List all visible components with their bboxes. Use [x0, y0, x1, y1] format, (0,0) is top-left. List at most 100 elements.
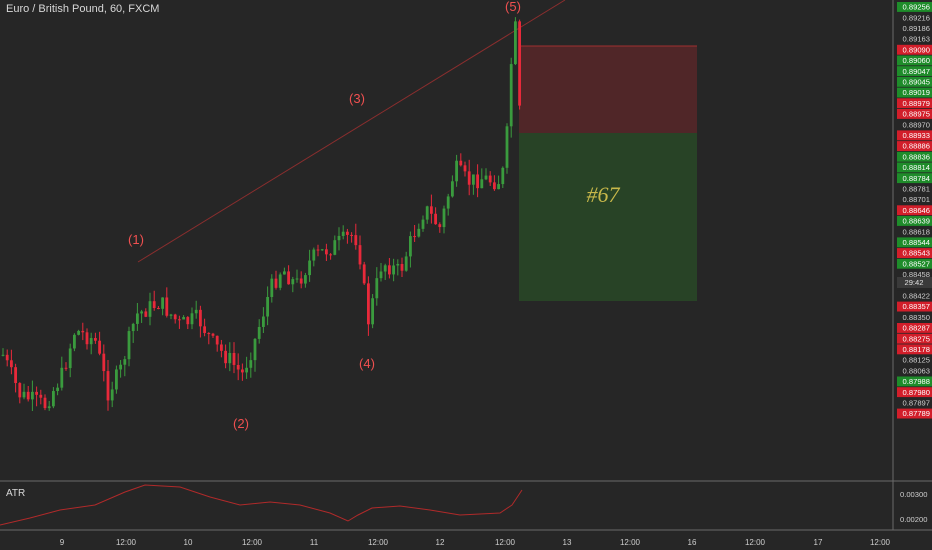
candle — [140, 309, 143, 323]
price-tick-label: 0.88275 — [897, 333, 932, 344]
price-tick-label: 0.88814 — [897, 162, 932, 173]
price-tick-label: 0.88357 — [897, 301, 932, 312]
atr-tick-label: 0.00200 — [900, 515, 927, 524]
time-tick-label: 12:00 — [116, 538, 137, 547]
candle — [106, 359, 110, 411]
candles — [1, 17, 521, 412]
candle — [232, 342, 236, 374]
candle — [220, 339, 223, 358]
trend-line[interactable] — [137, 0, 566, 263]
price-tick-label: 0.87897 — [897, 397, 932, 408]
candle — [350, 232, 353, 243]
svg-text:0.88178: 0.88178 — [903, 345, 930, 354]
candle — [463, 161, 467, 177]
time-tick-label: 17 — [814, 538, 823, 547]
svg-text:0.88646: 0.88646 — [903, 206, 930, 215]
time-tick-label: 12:00 — [745, 538, 766, 547]
svg-text:0.89256: 0.89256 — [903, 3, 930, 12]
price-tick-label: 0.88886 — [897, 141, 932, 151]
candle — [228, 342, 232, 372]
svg-text:0.88618: 0.88618 — [903, 227, 930, 236]
candle — [236, 353, 240, 381]
candle — [396, 259, 400, 276]
time-tick-label: 9 — [60, 538, 65, 547]
candle — [241, 363, 244, 381]
candle — [451, 175, 454, 198]
candle — [392, 258, 395, 282]
svg-text:0.88543: 0.88543 — [903, 249, 930, 258]
candle — [157, 306, 160, 310]
svg-text:0.88544: 0.88544 — [903, 238, 930, 247]
candle — [161, 297, 164, 316]
candle — [211, 332, 215, 339]
candle — [131, 322, 135, 343]
candle — [178, 315, 181, 329]
price-tick-label: 0.89060 — [897, 55, 932, 66]
price-tick-label: 0.88618 — [897, 226, 932, 237]
elliott-wave-labels: (1) (2) (3) (4) (5) — [128, 0, 521, 431]
price-tick-label: 0.88970 — [897, 119, 932, 130]
candle — [278, 272, 282, 291]
candle — [81, 322, 85, 341]
svg-text:0.89163: 0.89163 — [903, 35, 930, 44]
candle — [257, 319, 261, 344]
candle — [488, 171, 492, 186]
price-tick-label: 0.87988 — [897, 376, 932, 387]
candle — [434, 207, 437, 225]
candle — [56, 383, 59, 396]
candle — [262, 307, 265, 334]
candle — [47, 400, 51, 411]
candle — [505, 123, 509, 174]
position-label: #67 — [587, 182, 621, 207]
candle — [295, 269, 299, 283]
candle — [476, 164, 479, 198]
candle — [173, 313, 177, 324]
svg-text:0.88781: 0.88781 — [903, 185, 930, 194]
candle — [467, 159, 471, 196]
candle — [245, 356, 248, 379]
price-tick-label: 0.88544 — [897, 237, 932, 248]
candle — [14, 363, 17, 393]
candle — [388, 258, 391, 279]
take-profit-zone[interactable] — [519, 133, 697, 301]
svg-text:0.87789: 0.87789 — [903, 409, 930, 418]
price-tick-label: 0.89163 — [897, 34, 932, 44]
candle — [266, 286, 269, 326]
price-tick-label: 0.88933 — [897, 130, 932, 141]
price-tick-label: 0.89047 — [897, 66, 932, 77]
candle — [215, 335, 219, 352]
price-tick-label: 0.88646 — [897, 205, 932, 216]
stop-loss-zone[interactable] — [519, 46, 697, 133]
price-tick-label: 0.88422 — [897, 290, 932, 301]
candle — [203, 318, 206, 337]
svg-text:0.88527: 0.88527 — [903, 259, 930, 268]
svg-text:0.87988: 0.87988 — [903, 377, 930, 386]
candle — [312, 247, 316, 267]
candle — [341, 225, 345, 240]
price-tick-label: 0.88125 — [897, 355, 932, 365]
candle — [60, 356, 64, 391]
candle — [10, 349, 13, 375]
svg-text:0.88357: 0.88357 — [903, 302, 930, 311]
position-tool[interactable]: #67 — [519, 45, 697, 301]
candle — [375, 267, 379, 306]
wave-label-1: (1) — [128, 232, 144, 247]
candle — [413, 224, 416, 242]
candle — [354, 223, 358, 250]
time-tick-label: 16 — [688, 538, 697, 547]
time-tick-label: 12:00 — [495, 538, 516, 547]
candle — [165, 287, 169, 318]
candle — [316, 244, 320, 257]
candle — [446, 193, 450, 216]
price-tick-label: 0.88781 — [897, 183, 932, 194]
svg-text:0.89090: 0.89090 — [903, 45, 930, 54]
candle — [194, 300, 198, 319]
svg-text:0.88422: 0.88422 — [903, 292, 930, 301]
svg-text:0.87897: 0.87897 — [903, 399, 930, 408]
svg-text:0.88458: 0.88458 — [903, 270, 930, 279]
candle — [358, 235, 362, 270]
price-tick-label: 0.87789 — [897, 408, 932, 419]
candle — [186, 316, 190, 330]
candle — [123, 355, 127, 377]
